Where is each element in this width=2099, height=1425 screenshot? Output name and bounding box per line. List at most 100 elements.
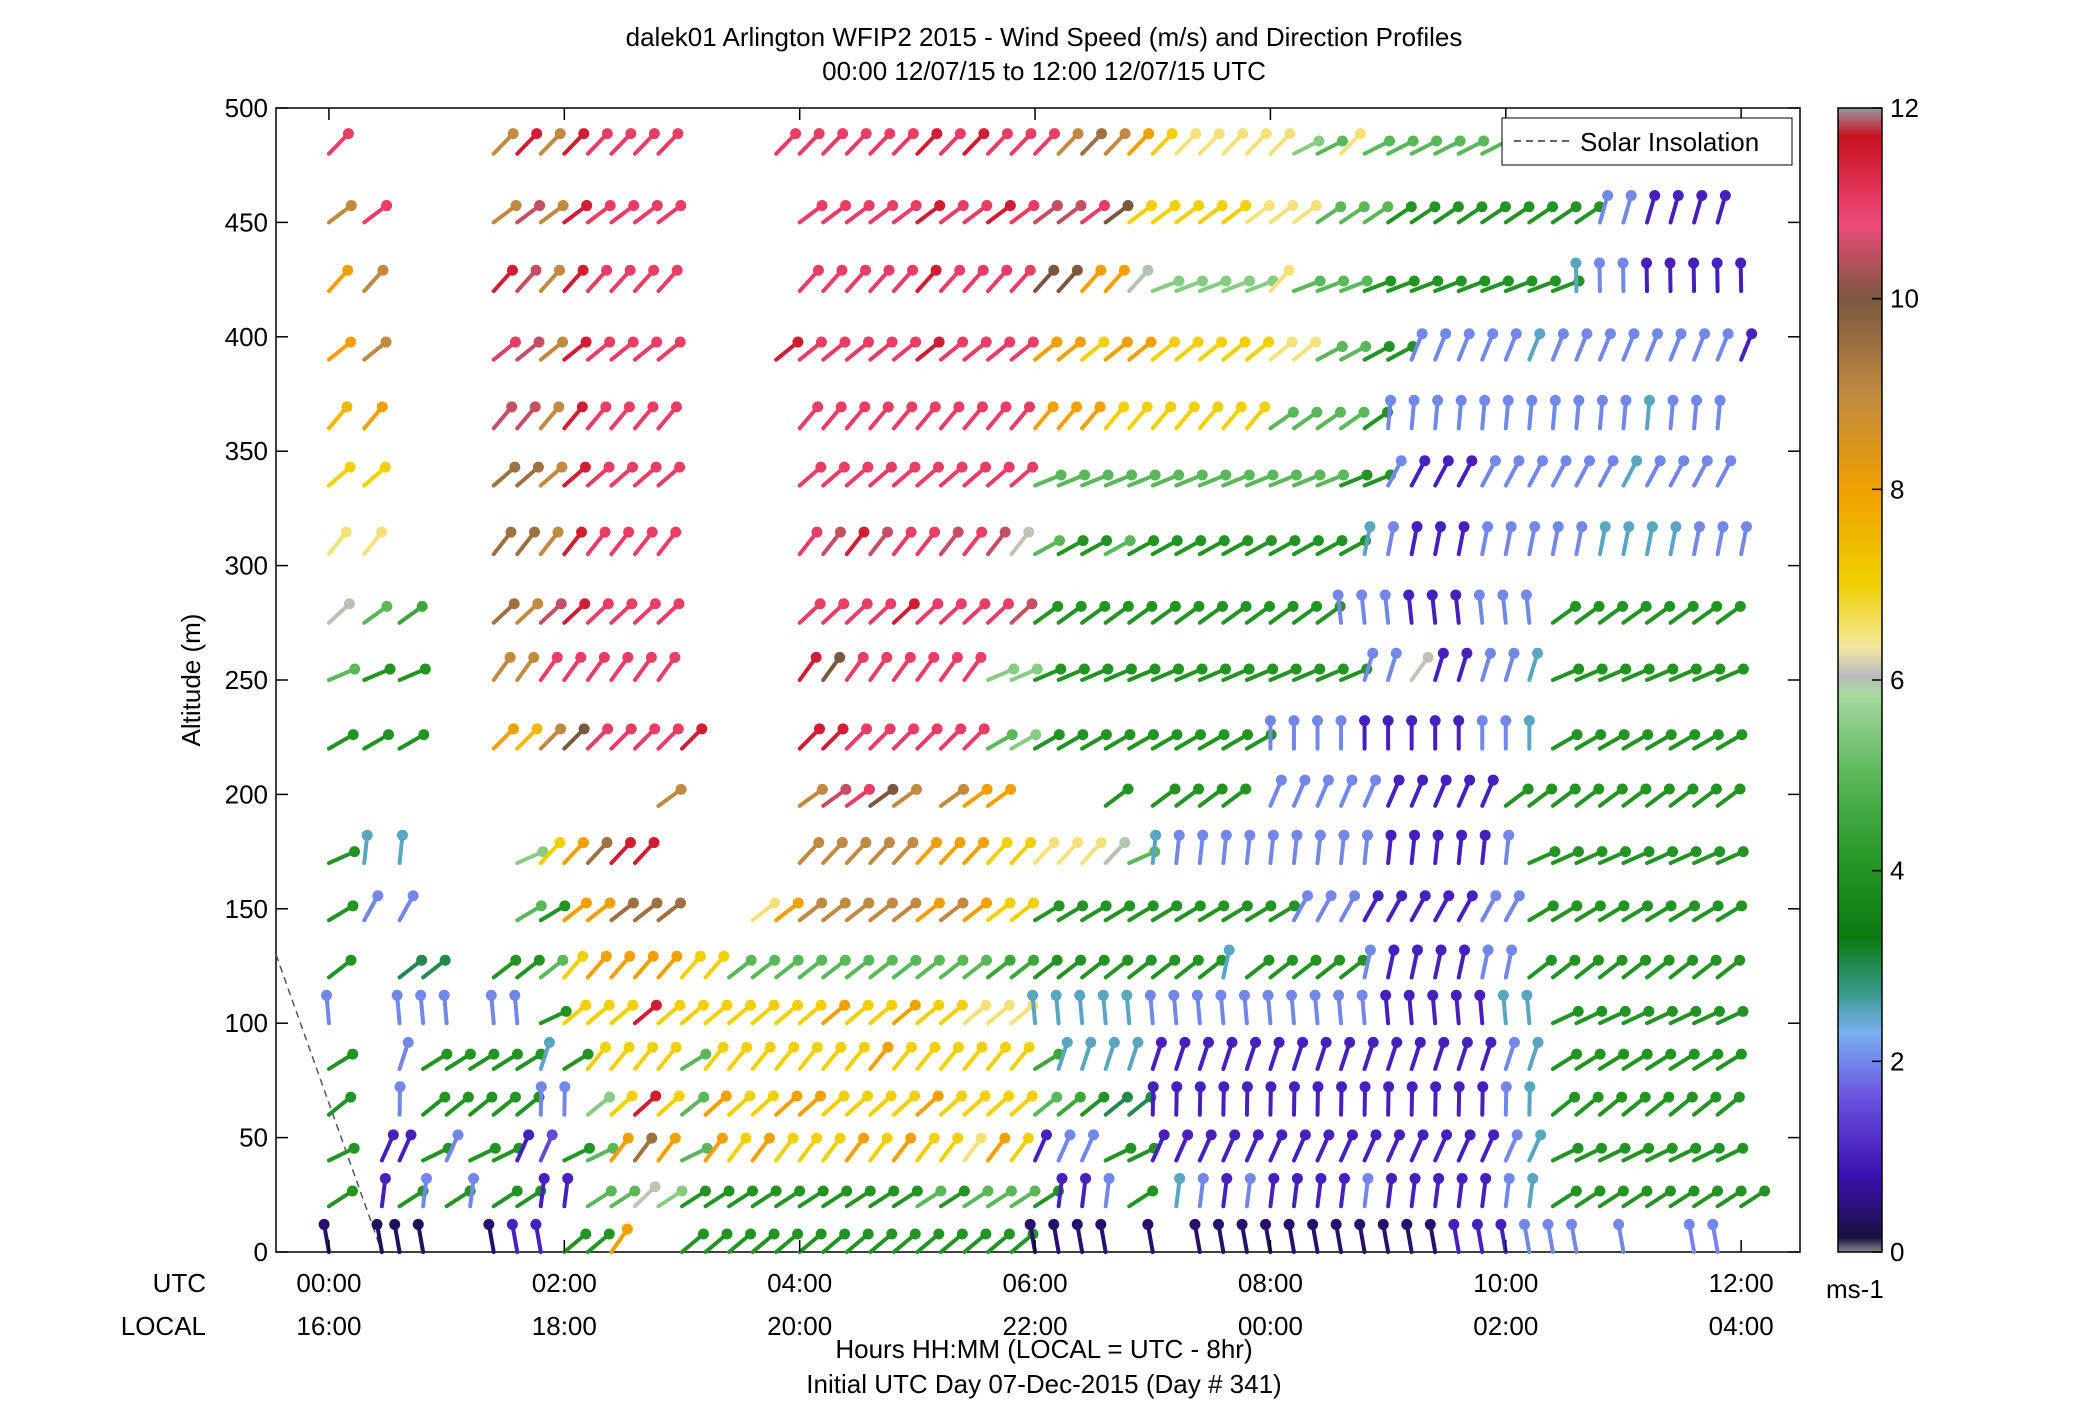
wind-barb-head [387, 1129, 399, 1141]
wind-barb-head [1346, 1129, 1358, 1141]
wind-barb-head [1125, 1142, 1137, 1154]
wind-barb-head [1403, 989, 1415, 1001]
wind-barb-head [603, 1228, 615, 1240]
wind-barb-head [670, 401, 682, 413]
wind-barb-head [883, 264, 895, 276]
wind-barb-head [1443, 890, 1455, 902]
wind-barb-head [1077, 729, 1089, 741]
wind-barb-head [1196, 469, 1208, 481]
colorbar-tick-label: 4 [1890, 856, 1904, 886]
wind-barb-head [537, 846, 549, 858]
wind-barb-head [1287, 406, 1299, 418]
wind-barb-head [1432, 829, 1444, 841]
wind-barb-head [1182, 1129, 1194, 1141]
wind-barb-head [951, 651, 963, 663]
wind-barb-head [1125, 663, 1137, 675]
wind-barb-head [546, 1129, 558, 1141]
wind-barb-head [862, 1090, 874, 1102]
wind-barb-head [1108, 1036, 1120, 1048]
wind-barb-head [953, 401, 965, 413]
wind-barb-head [1482, 521, 1494, 533]
wind-barb-head [1195, 535, 1207, 547]
wind-barb-head [933, 336, 945, 348]
wind-barb-head [509, 461, 521, 473]
wind-barb-head [1124, 900, 1136, 912]
wind-barb-head [1663, 783, 1675, 795]
wind-barb-head [1072, 128, 1084, 140]
wind-barb-head [1169, 954, 1181, 966]
wind-barb-head [1263, 336, 1275, 348]
wind-barb-head [1220, 663, 1232, 675]
wind-barb-head [1619, 1142, 1631, 1154]
wind-barb-head [1643, 1005, 1655, 1017]
wind-barb-head [1712, 1048, 1724, 1060]
x-tick-label-local: 02:00 [1473, 1311, 1538, 1341]
wind-barb-head [1241, 900, 1253, 912]
wind-barb-head [907, 837, 919, 849]
wind-barb-head [1263, 200, 1275, 212]
wind-barb-head [1664, 1185, 1676, 1197]
wind-barb-head [1312, 535, 1324, 547]
wind-barb-head [1074, 1091, 1086, 1103]
wind-barb-head [1390, 647, 1402, 659]
wind-barb-head [1593, 257, 1605, 269]
wind-barb-head [907, 264, 919, 276]
wind-barb-head [1719, 189, 1731, 201]
wind-barb-head [1737, 1005, 1749, 1017]
wind-barb-head [928, 651, 940, 663]
wind-barb-head [1489, 455, 1501, 467]
wind-barb-head [347, 1048, 359, 1060]
wind-barb-head [810, 651, 822, 663]
wind-barb-head [1613, 1218, 1625, 1230]
wind-barb-head [1487, 774, 1499, 786]
wind-barb-head [676, 1185, 688, 1197]
wind-barb-head [1048, 837, 1060, 849]
wind-barb-head [1725, 455, 1737, 467]
wind-barb-head [1643, 394, 1655, 406]
wind-barb-head [1077, 900, 1089, 912]
wind-barb-head [1430, 1081, 1442, 1093]
wind-barb-head [1667, 846, 1679, 858]
wind-barb-head [1216, 336, 1228, 348]
x-tick-label-utc: 06:00 [1003, 1268, 1068, 1298]
wind-barb-head [884, 723, 896, 735]
wind-barb-head [839, 999, 851, 1011]
wind-barb-head [485, 989, 497, 1001]
wind-barb-head [650, 1090, 662, 1102]
wind-barb-head [933, 999, 945, 1011]
wind-barb-head [1003, 461, 1015, 473]
wind-barb-head [1384, 135, 1396, 147]
wind-barb-head [1243, 663, 1255, 675]
wind-barb-head [813, 837, 825, 849]
wind-barb-head [674, 999, 686, 1011]
wind-barb-head [1226, 1036, 1238, 1048]
wind-barb-head [1098, 1091, 1110, 1103]
wind-barb-head [622, 1132, 634, 1144]
wind-barb-head [1356, 589, 1368, 601]
wind-barb-head [1442, 455, 1454, 467]
wind-barb-head [1085, 1036, 1097, 1048]
wind-barb-head [415, 989, 427, 1001]
wind-barb-head [952, 526, 964, 538]
wind-barb-head [840, 783, 852, 795]
wind-barb-head [1411, 944, 1423, 956]
wind-barb-head [1687, 954, 1699, 966]
wind-barb-head [1314, 275, 1326, 287]
wind-barb-head [1581, 328, 1593, 340]
wind-barb-head [1667, 394, 1679, 406]
wind-barb-head [813, 128, 825, 140]
wind-barb-head [1471, 1218, 1483, 1230]
wind-barb-head [1000, 401, 1012, 413]
wind-barb-head [1497, 589, 1509, 601]
wind-barb-head [1733, 1091, 1745, 1103]
wind-barb-head [1149, 663, 1161, 675]
wind-barb-head [603, 461, 615, 473]
wind-barb-head [1696, 189, 1708, 201]
wind-barb-head [1197, 829, 1209, 841]
wind-barb-head [1383, 1081, 1395, 1093]
wind-barb-head [627, 461, 639, 473]
wind-barb-head [1478, 135, 1490, 147]
wind-barb-head [1508, 1036, 1520, 1048]
wind-barb-head [907, 128, 919, 140]
wind-barb-head [1388, 944, 1400, 956]
